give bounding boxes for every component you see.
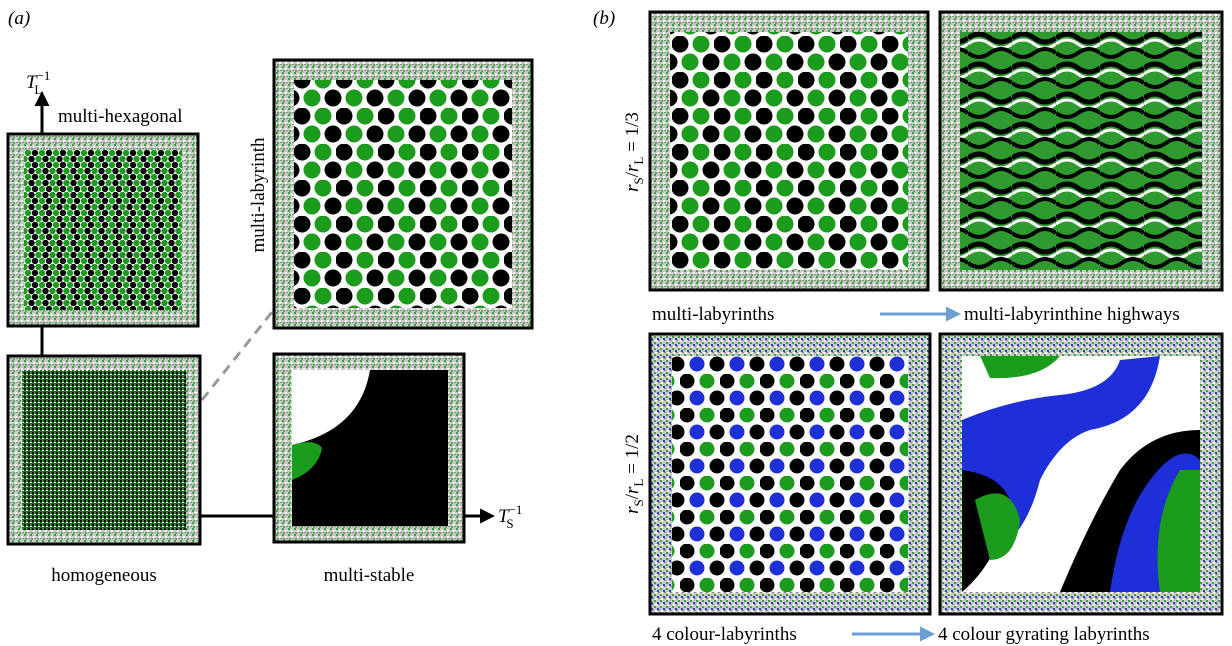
- panel-label: (a): [8, 8, 30, 29]
- panel-label: (b): [593, 8, 615, 29]
- text-part: L: [631, 479, 646, 487]
- caption: multi-labyrinths: [652, 304, 774, 325]
- pattern: [294, 80, 512, 308]
- pattern: [962, 356, 1200, 592]
- text-part: S: [631, 177, 646, 184]
- text-part: L: [631, 157, 646, 165]
- text-part: S: [631, 499, 646, 506]
- row-label: rS/rL = 1/3: [622, 112, 646, 192]
- text-part: = 1/3: [622, 112, 643, 157]
- state-label: multi-stable: [324, 565, 415, 586]
- caption: 4 colour-labyrinths: [652, 624, 797, 645]
- pattern: [672, 356, 908, 592]
- pattern: [670, 32, 908, 270]
- text-part: −1: [37, 68, 51, 83]
- text-part: L: [34, 82, 42, 97]
- text-part: −1: [509, 502, 523, 517]
- state-label: multi-labyrinth: [248, 137, 269, 253]
- text-part: = 1/2: [622, 434, 643, 479]
- state-label: homogeneous: [51, 565, 157, 586]
- text-part: S: [506, 516, 513, 531]
- caption: multi-labyrinthine highways: [964, 304, 1180, 325]
- pattern: [24, 150, 182, 310]
- connector: [202, 312, 272, 400]
- row-label: rS/rL = 1/2: [622, 434, 646, 514]
- pattern: [22, 370, 186, 530]
- pattern: [960, 32, 1202, 270]
- caption: 4 colour gyrating labyrinths: [938, 624, 1150, 645]
- figure: (a) T−1L multi-hexagonal T−1S homogeneou…: [0, 0, 1232, 646]
- state-label: multi-hexagonal: [58, 106, 183, 127]
